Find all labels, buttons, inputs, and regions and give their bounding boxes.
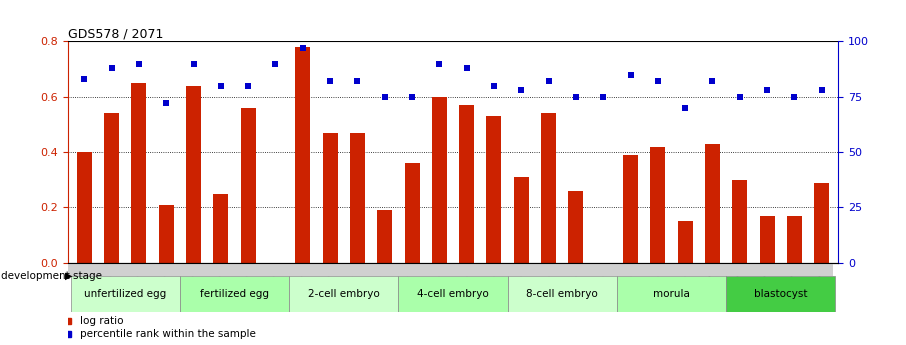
Bar xyxy=(814,183,829,263)
Point xyxy=(705,79,719,84)
Point xyxy=(569,94,583,99)
Bar xyxy=(459,105,474,263)
Bar xyxy=(623,155,638,263)
Point xyxy=(651,79,665,84)
Point xyxy=(378,94,392,99)
Point xyxy=(623,72,638,77)
Bar xyxy=(295,47,311,263)
Point xyxy=(405,94,419,99)
Bar xyxy=(732,180,747,263)
Point xyxy=(214,83,228,88)
Bar xyxy=(617,276,726,312)
Bar xyxy=(131,83,147,263)
Bar xyxy=(404,163,419,263)
Point xyxy=(541,79,555,84)
Point xyxy=(77,76,92,82)
Bar xyxy=(323,133,338,263)
Bar xyxy=(487,116,502,263)
Bar xyxy=(651,147,665,263)
Point xyxy=(268,61,283,66)
Point xyxy=(814,87,829,93)
Bar xyxy=(214,194,228,263)
Bar xyxy=(377,210,392,263)
Text: log ratio: log ratio xyxy=(80,316,123,326)
Text: 4-cell embryo: 4-cell embryo xyxy=(417,289,489,299)
Bar xyxy=(568,191,583,263)
Point xyxy=(187,61,201,66)
Bar xyxy=(705,144,720,263)
Bar xyxy=(786,216,802,263)
Text: 2-cell embryo: 2-cell embryo xyxy=(308,289,380,299)
Bar xyxy=(104,114,120,263)
Text: development stage: development stage xyxy=(1,271,101,281)
Bar xyxy=(514,177,529,263)
Text: 8-cell embryo: 8-cell embryo xyxy=(526,289,598,299)
Bar xyxy=(180,276,289,312)
Bar xyxy=(432,97,447,263)
Text: morula: morula xyxy=(653,289,689,299)
Point xyxy=(678,105,692,111)
Point xyxy=(351,79,365,84)
Point xyxy=(514,87,528,93)
Bar xyxy=(759,216,775,263)
Point xyxy=(104,65,119,71)
Bar xyxy=(241,108,255,263)
Text: fertilized egg: fertilized egg xyxy=(200,289,269,299)
Text: blastocyst: blastocyst xyxy=(754,289,807,299)
Point xyxy=(787,94,802,99)
Bar xyxy=(186,86,201,263)
Bar xyxy=(159,205,174,263)
Bar xyxy=(678,221,692,263)
Point xyxy=(131,61,146,66)
Text: GDS578 / 2071: GDS578 / 2071 xyxy=(68,27,163,40)
Point xyxy=(732,94,747,99)
Bar xyxy=(71,276,180,312)
Point xyxy=(487,83,501,88)
Point xyxy=(159,101,174,106)
Point xyxy=(323,79,337,84)
Bar xyxy=(541,114,556,263)
Text: percentile rank within the sample: percentile rank within the sample xyxy=(80,329,255,339)
Text: unfertilized egg: unfertilized egg xyxy=(84,289,167,299)
Bar xyxy=(77,152,92,263)
Point xyxy=(459,65,474,71)
Point xyxy=(241,83,255,88)
Point xyxy=(596,94,611,99)
Point xyxy=(432,61,447,66)
Bar xyxy=(726,276,835,312)
Bar xyxy=(399,276,507,312)
Bar xyxy=(507,276,617,312)
Point xyxy=(760,87,775,93)
Text: ▶: ▶ xyxy=(65,271,72,281)
Point xyxy=(295,45,310,51)
Bar xyxy=(350,133,365,263)
Bar xyxy=(68,263,833,276)
Bar xyxy=(289,276,399,312)
